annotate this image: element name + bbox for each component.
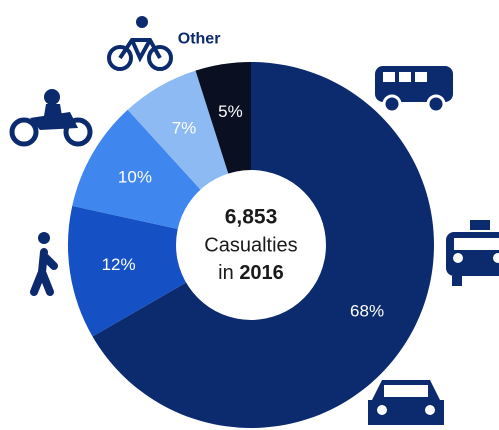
motorcycle-icon (9, 89, 93, 147)
category-label: Other (178, 31, 221, 48)
center-label: Casualties (204, 234, 297, 256)
value-label: 5% (218, 102, 243, 121)
taxi-icon (446, 220, 499, 286)
value-label: 12% (102, 255, 136, 274)
bicycle-icon (107, 16, 173, 71)
icons (9, 16, 499, 425)
value-label: 68% (350, 301, 384, 320)
center-year-line: in 2016 (218, 262, 284, 284)
value-label: 10% (118, 167, 152, 186)
bus-icon (375, 66, 453, 114)
value-label: 7% (172, 118, 197, 137)
center-year: 2016 (239, 262, 284, 284)
center-total: 6,853 (225, 206, 278, 229)
donut-hole (176, 170, 326, 320)
car-icon (368, 380, 444, 425)
center-prefix: in (218, 262, 234, 284)
pedestrian-icon (30, 232, 58, 296)
